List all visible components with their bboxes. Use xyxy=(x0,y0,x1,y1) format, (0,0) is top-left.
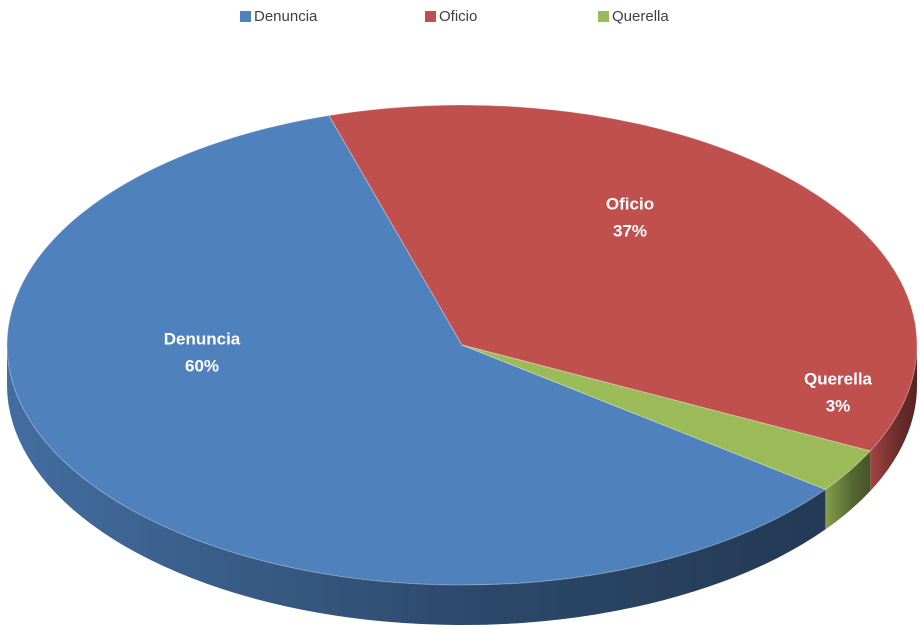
data-label-name: Oficio xyxy=(606,194,654,213)
slice-side-shade xyxy=(825,450,871,530)
slice xyxy=(328,104,918,452)
legend-swatch xyxy=(240,11,251,22)
data-label-value: 3% xyxy=(826,396,851,415)
slice-side-shade xyxy=(870,345,917,491)
data-label-value: 37% xyxy=(613,221,647,240)
legend-swatch xyxy=(425,11,436,22)
legend-label: Oficio xyxy=(439,8,477,25)
slice xyxy=(6,114,827,586)
data-label-value: 60% xyxy=(185,356,219,375)
slice xyxy=(461,344,872,491)
legend-label: Querella xyxy=(612,8,669,25)
data-label-name: Querella xyxy=(804,369,873,388)
slice-side-shade xyxy=(7,345,826,625)
legend-swatch xyxy=(598,11,609,22)
data-label-name: Denuncia xyxy=(164,329,241,348)
legend-label: Denuncia xyxy=(254,8,318,25)
